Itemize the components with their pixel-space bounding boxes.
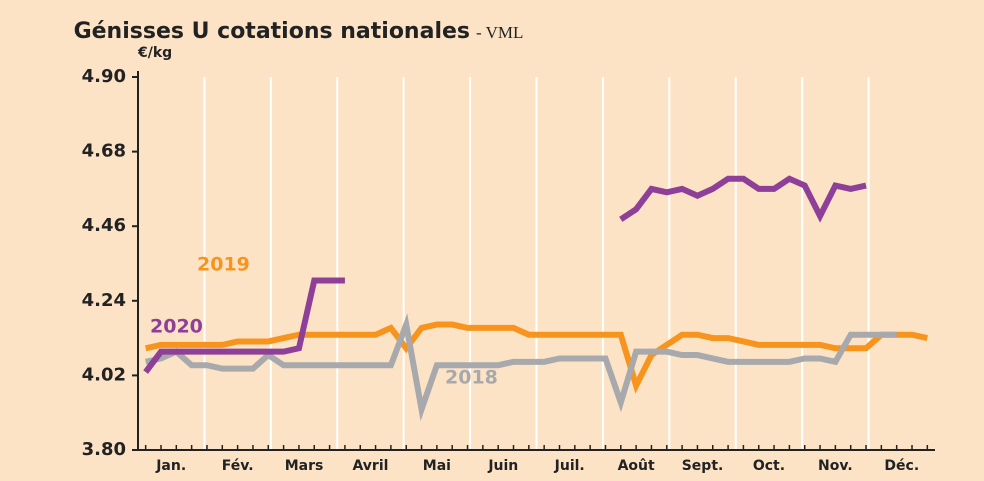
y-tick-label: 4.02 [82, 364, 126, 385]
series-label: 2018 [445, 367, 498, 389]
chart-subtitle: - VML [476, 23, 523, 42]
x-month-label: Mai [423, 458, 451, 474]
series-line [619, 175, 867, 223]
x-month-label: Mars [285, 458, 324, 474]
series-label: 2020 [150, 316, 203, 338]
x-month-label: Déc. [884, 458, 919, 474]
x-month-label: Oct. [753, 458, 785, 474]
x-month-label: Juin [487, 458, 518, 474]
series-label: 2019 [197, 254, 250, 276]
y-axis-label: €/kg [137, 45, 172, 61]
series-line [143, 277, 345, 374]
y-tick-label: 3.80 [82, 439, 126, 460]
y-tick-label: 4.90 [82, 66, 126, 87]
x-month-label: Fév. [222, 458, 254, 474]
y-tick-label: 4.46 [82, 215, 126, 236]
y-tick-label: 4.68 [82, 141, 126, 162]
x-month-label: Jan. [155, 458, 186, 474]
series-line [145, 321, 928, 394]
x-month-label: Nov. [818, 458, 853, 474]
series-line [145, 313, 897, 422]
chart-title: Génisses U cotations nationales [74, 19, 470, 44]
x-month-label: Sept. [682, 458, 724, 474]
x-month-label: Avril [352, 458, 388, 474]
x-month-label: Juil. [554, 458, 585, 474]
x-month-label: Août [618, 458, 655, 474]
y-tick-label: 4.24 [82, 290, 126, 311]
